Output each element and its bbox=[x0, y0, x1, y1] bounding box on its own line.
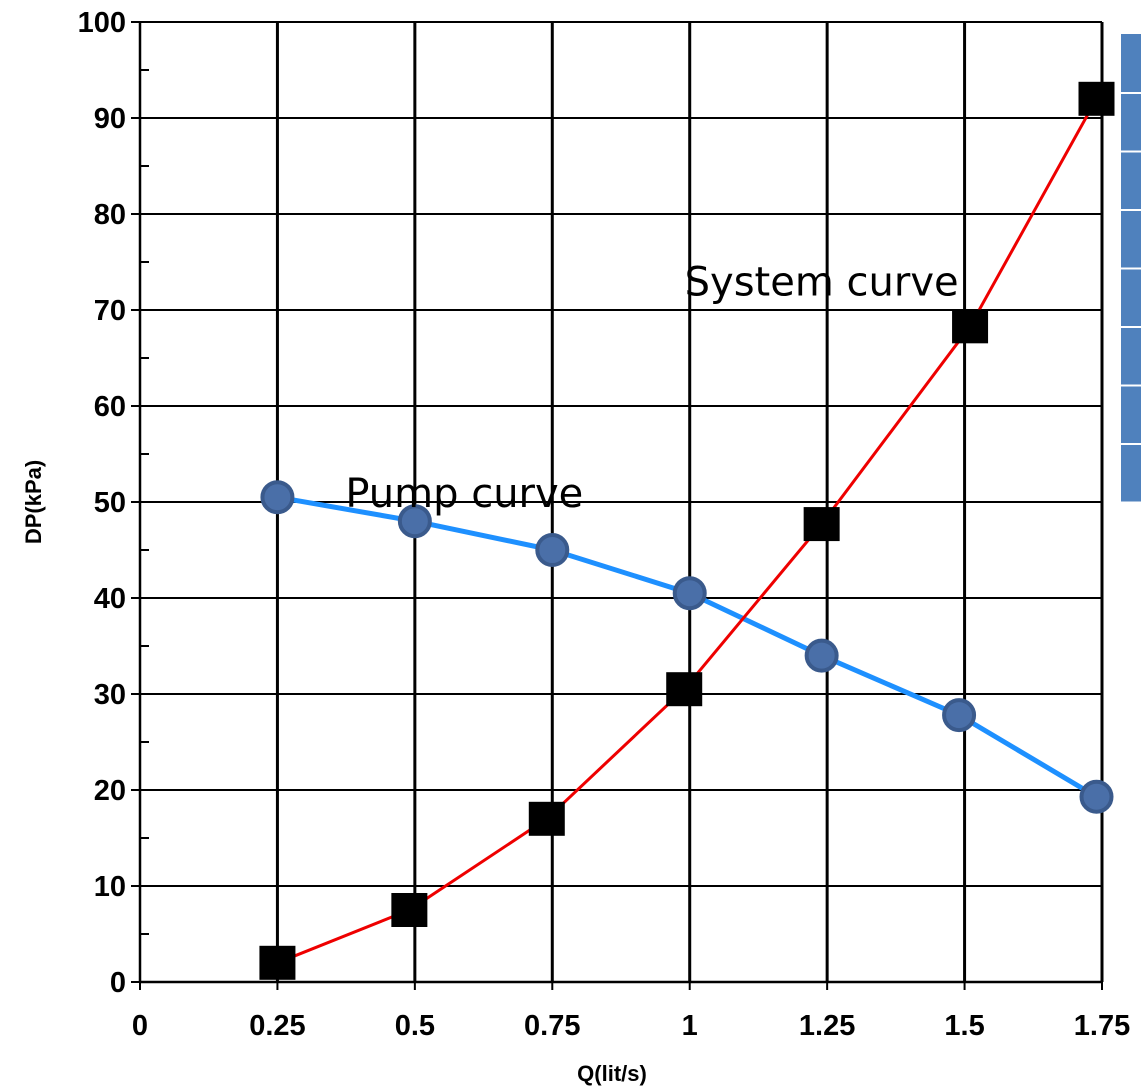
y-axis-title: DP(kPa) bbox=[21, 460, 46, 544]
data-point-square bbox=[666, 672, 703, 707]
legend-cropped bbox=[1121, 34, 1141, 504]
x-tick-label: 1 bbox=[682, 1010, 698, 1042]
series bbox=[259, 81, 1115, 980]
y-tick-label: 70 bbox=[94, 295, 126, 327]
y-tick-label: 10 bbox=[94, 871, 126, 903]
data-point-square bbox=[1078, 81, 1115, 116]
x-tick-label: 1.5 bbox=[944, 1010, 984, 1042]
series-line-0 bbox=[276, 494, 1098, 799]
data-point-square bbox=[391, 893, 428, 927]
annotations: System curve Pump curve bbox=[345, 260, 958, 517]
y-tick-label: 30 bbox=[94, 679, 126, 711]
data-point-circle bbox=[535, 533, 570, 567]
x-tick-label: 1.25 bbox=[799, 1010, 855, 1042]
y-tick-label: 20 bbox=[94, 775, 126, 807]
data-point-circle bbox=[672, 576, 707, 611]
data-point-circle bbox=[1079, 779, 1114, 814]
data-point-square bbox=[259, 945, 296, 980]
x-axis-title: Q(lit/s) bbox=[577, 1061, 647, 1086]
y-tick-label: 90 bbox=[94, 103, 126, 135]
x-tick-label: 0 bbox=[132, 1010, 148, 1042]
y-tick-label: 40 bbox=[94, 583, 126, 615]
x-tick-label: 1.75 bbox=[1074, 1010, 1130, 1042]
x-tick-label: 0.25 bbox=[249, 1010, 305, 1042]
data-point-circle bbox=[804, 638, 839, 673]
data-point-square bbox=[952, 309, 989, 344]
data-point-circle bbox=[942, 698, 977, 733]
data-point-circle bbox=[397, 504, 432, 539]
x-tick-label: 0.5 bbox=[395, 1010, 435, 1042]
data-point-square bbox=[803, 507, 840, 542]
axes: 0 10 20 30 40 50 60 70 80 90 100 0 0.25 0.5 0.75 1 1.25 1… bbox=[78, 7, 1131, 1042]
y-tick-label: 0 bbox=[110, 967, 126, 999]
y-tick-label: 60 bbox=[94, 391, 126, 423]
annotation-label: System curve bbox=[685, 260, 959, 306]
data-point-square bbox=[528, 801, 565, 836]
x-tick-label: 0.75 bbox=[524, 1010, 580, 1042]
annotation-label: Pump curve bbox=[345, 471, 583, 517]
y-tick-label: 50 bbox=[94, 487, 126, 519]
y-tick-label: 100 bbox=[78, 7, 126, 39]
data-point-circle bbox=[260, 480, 295, 515]
y-tick-label: 80 bbox=[94, 199, 126, 231]
series-line-1 bbox=[276, 98, 1098, 965]
